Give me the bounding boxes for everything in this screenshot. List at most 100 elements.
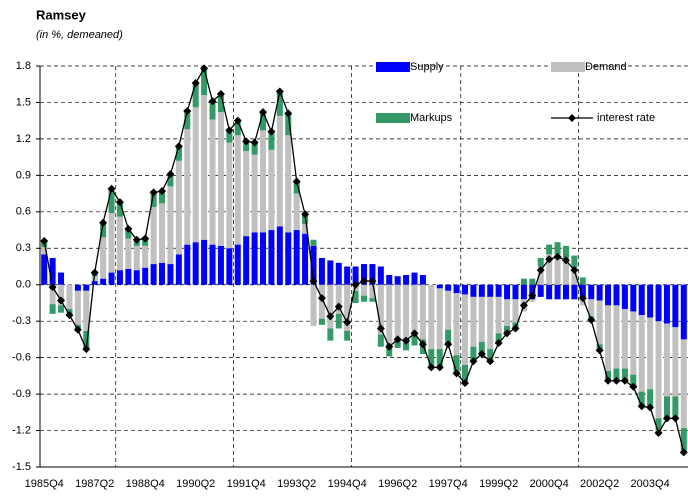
bar [369, 284, 376, 299]
x-tick-label: 1988Q4 [126, 478, 165, 490]
line-marker [208, 97, 217, 106]
line-marker [435, 363, 444, 372]
bar [83, 284, 90, 291]
bar [621, 309, 628, 369]
bar [680, 339, 687, 429]
line-marker [48, 283, 57, 292]
bar [647, 317, 654, 390]
bar [512, 299, 519, 323]
y-tick-label: 0.6 [16, 206, 31, 218]
bar [663, 284, 670, 324]
y-tick-label: 0.3 [16, 242, 31, 254]
bar [453, 284, 460, 294]
bar [596, 300, 603, 345]
bar [419, 275, 426, 285]
bar [192, 83, 199, 108]
bar [529, 299, 536, 302]
bar [150, 264, 157, 285]
line-marker [292, 177, 301, 186]
bar [520, 278, 527, 285]
bar [445, 329, 452, 345]
bar [268, 131, 275, 150]
bar [335, 284, 342, 314]
bar [554, 242, 561, 255]
bar [217, 112, 224, 246]
line-marker [418, 340, 427, 349]
bar [108, 272, 115, 285]
line-marker [360, 277, 368, 286]
bar [310, 245, 317, 285]
line-marker [393, 335, 402, 344]
x-tick-label: 1993Q2 [277, 478, 316, 490]
line-marker [259, 108, 268, 117]
bar [108, 188, 115, 214]
bar [217, 245, 224, 285]
bar [495, 284, 502, 297]
bar [672, 284, 679, 328]
line-marker [132, 235, 141, 244]
bar [116, 270, 123, 285]
line-marker [662, 414, 671, 423]
line-marker [477, 349, 486, 358]
line-marker [301, 210, 310, 219]
bar [512, 284, 519, 300]
bar [436, 288, 443, 350]
bar [647, 389, 654, 408]
bar [529, 278, 536, 285]
bar [562, 245, 569, 258]
bar [260, 130, 267, 233]
bar [655, 284, 662, 322]
bar [554, 284, 561, 300]
bar [251, 232, 258, 285]
bar [234, 135, 241, 245]
bar [403, 284, 410, 339]
bar [150, 192, 157, 207]
line-marker [528, 291, 537, 300]
bar [655, 418, 662, 433]
bar [361, 264, 367, 285]
line-marker [82, 345, 91, 354]
bar [159, 191, 166, 204]
bar [310, 239, 317, 246]
bar [352, 266, 359, 285]
line-marker [654, 428, 663, 437]
bar [150, 206, 157, 265]
legend-swatch [568, 114, 576, 122]
bar [638, 391, 645, 407]
bar [562, 257, 569, 285]
bar [663, 323, 670, 397]
bar [167, 264, 174, 285]
bar [116, 216, 123, 271]
bar [453, 355, 460, 374]
bar [335, 313, 342, 329]
bar [630, 284, 637, 312]
bar [201, 239, 208, 285]
bar [251, 142, 258, 155]
bar [58, 272, 65, 285]
line-marker [183, 106, 192, 115]
bar [344, 266, 351, 285]
bar [352, 290, 359, 303]
bar [167, 186, 174, 265]
line-marker [629, 382, 638, 391]
line-marker [595, 346, 604, 355]
legend-swatch [551, 62, 585, 72]
bar [209, 119, 216, 245]
line-marker [612, 376, 621, 385]
line-marker [385, 342, 394, 351]
bar [108, 213, 115, 273]
line-marker [216, 89, 225, 98]
bar [184, 110, 191, 130]
line-marker [503, 329, 512, 338]
bar [621, 284, 628, 310]
bar [546, 244, 553, 255]
line-marker [536, 266, 545, 275]
line-marker [351, 280, 360, 289]
line [43, 66, 685, 453]
line-marker [73, 325, 82, 334]
bar [116, 202, 123, 217]
bar [453, 293, 460, 356]
bar [605, 305, 612, 372]
line-marker [553, 252, 562, 261]
bar [226, 248, 233, 285]
